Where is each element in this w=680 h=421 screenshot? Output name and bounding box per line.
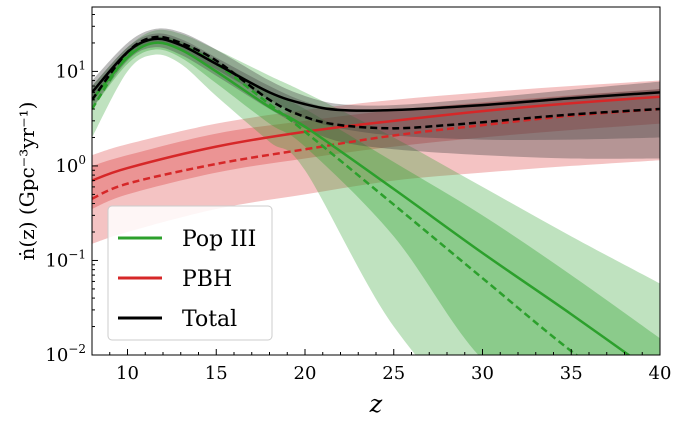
legend-label: PBH [182,267,232,292]
series-lines [92,35,660,355]
legend: Pop III PBH Total [107,205,273,341]
line-total-dashed [92,35,660,130]
band-pop-iii-outer [92,29,660,355]
y-axis: 10−2 10−1 100 101 [45,13,98,366]
x-tick-label: 30 [471,363,494,384]
line-pop-iii-solid [92,41,631,355]
line-total-solid [92,37,660,112]
y-tick-label: 10−2 [45,342,86,366]
line-pbh-dashed [92,107,660,200]
line-pbh-solid [92,95,660,182]
x-tick-label: 20 [294,363,317,384]
x-tick-label: 10 [116,363,139,384]
band-total-outer [92,28,660,159]
band-total-inner [92,33,660,140]
y-axis-label: ṅ(z) (Gpc⁻³yr⁻¹) [15,102,39,261]
band-pop-iii-inner [92,36,660,355]
x-tick-label: 40 [649,363,672,384]
x-tick-label: 25 [382,363,405,384]
x-tick-label: 35 [560,363,583,384]
y-tick-label: 100 [55,153,86,177]
x-tick-label: 15 [205,363,228,384]
legend-label: Pop III [182,227,256,252]
x-axis-label: z [369,390,383,418]
y-tick-label: 101 [55,58,86,82]
y-tick-label: 10−1 [45,247,86,271]
legend-label: Total [182,307,237,332]
x-axis: 10 15 20 25 30 35 40 [91,349,672,384]
